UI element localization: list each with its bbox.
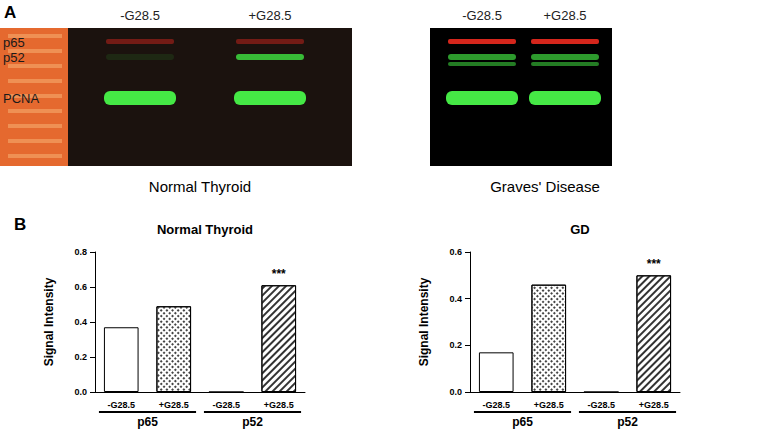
svg-text:0.8: 0.8 — [74, 247, 87, 257]
svg-text:-G28.5: -G28.5 — [587, 400, 615, 410]
svg-text:-G28.5: -G28.5 — [462, 8, 502, 23]
svg-text:Graves' Disease: Graves' Disease — [490, 178, 600, 195]
svg-text:PCNA: PCNA — [3, 91, 39, 106]
svg-text:-G28.5: -G28.5 — [212, 400, 240, 410]
svg-text:0.4: 0.4 — [74, 317, 87, 327]
svg-text:***: *** — [272, 267, 286, 281]
svg-text:p52: p52 — [617, 415, 638, 429]
svg-text:p65: p65 — [512, 415, 533, 429]
svg-text:A: A — [4, 3, 16, 22]
svg-text:0.0: 0.0 — [449, 387, 462, 397]
svg-text:+G28.5: +G28.5 — [159, 400, 189, 410]
svg-text:p65: p65 — [137, 415, 158, 429]
svg-text:0.6: 0.6 — [74, 282, 87, 292]
svg-text:Signal Intensity: Signal Intensity — [417, 277, 431, 366]
svg-text:+G28.5: +G28.5 — [639, 400, 669, 410]
svg-text:p52: p52 — [3, 50, 25, 65]
svg-text:0.2: 0.2 — [449, 340, 462, 350]
svg-text:+G28.5: +G28.5 — [543, 8, 586, 23]
svg-text:+G28.5: +G28.5 — [264, 400, 294, 410]
svg-text:p52: p52 — [242, 415, 263, 429]
svg-text:0.6: 0.6 — [449, 247, 462, 257]
svg-text:-G28.5: -G28.5 — [120, 8, 160, 23]
svg-text:***: *** — [647, 257, 661, 271]
svg-text:GD: GD — [570, 222, 590, 237]
svg-text:0.2: 0.2 — [74, 352, 87, 362]
svg-text:p65: p65 — [3, 35, 25, 50]
svg-text:0.4: 0.4 — [449, 294, 462, 304]
svg-text:Normal Thyroid: Normal Thyroid — [157, 222, 253, 237]
svg-text:0.0: 0.0 — [74, 387, 87, 397]
svg-text:Normal Thyroid: Normal Thyroid — [149, 178, 251, 195]
svg-text:-G28.5: -G28.5 — [107, 400, 135, 410]
svg-text:Signal Intensity: Signal Intensity — [42, 277, 56, 366]
svg-text:B: B — [14, 215, 26, 234]
svg-text:+G28.5: +G28.5 — [534, 400, 564, 410]
svg-text:+G28.5: +G28.5 — [248, 8, 291, 23]
svg-text:-G28.5: -G28.5 — [482, 400, 510, 410]
